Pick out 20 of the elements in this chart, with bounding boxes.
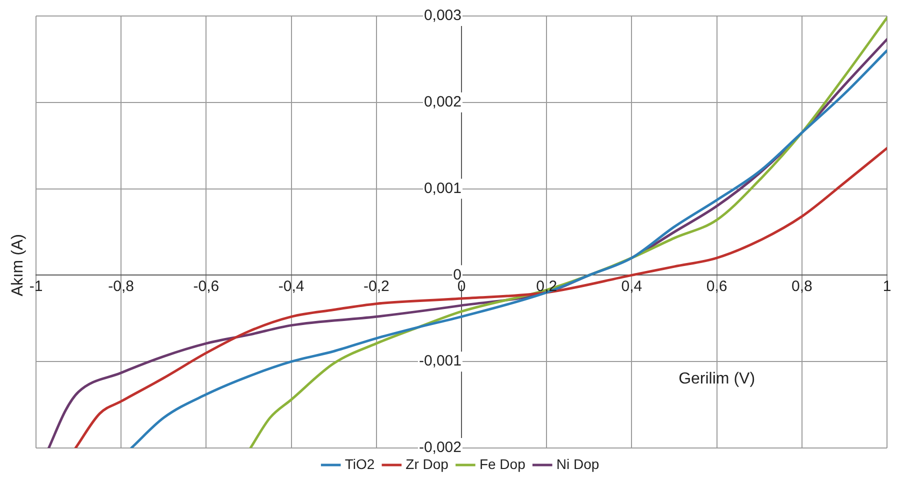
y-tick-label: 0,003 [424, 7, 462, 24]
y-axis-title: Akım (A) [9, 234, 26, 296]
x-tick-label: -0,8 [108, 278, 134, 295]
legend-label: Fe Dop [479, 456, 526, 472]
x-tick-label: -1 [29, 278, 43, 295]
legend-label: TiO2 [344, 456, 375, 472]
y-tick-label: 0,001 [424, 180, 462, 197]
y-tick-label: -0,001 [418, 352, 462, 370]
x-tick-label: 0,6 [706, 278, 728, 295]
x-tick-label: 0,4 [621, 278, 642, 295]
x-axis-title: Gerilim (V) [678, 370, 756, 388]
x-tick-label: -0,6 [193, 278, 220, 295]
legend-label: Zr Dop [406, 456, 449, 472]
x-tick-label: 0,8 [791, 278, 812, 295]
x-tick-label: -0,4 [278, 278, 304, 295]
legend-label: Ni Dop [556, 456, 600, 472]
y-tick-label: 0,002 [424, 94, 462, 111]
x-tick-label: -0,2 [363, 278, 390, 295]
x-tick-label: 1 [882, 278, 892, 295]
y-tick-label: -0,002 [418, 439, 462, 456]
